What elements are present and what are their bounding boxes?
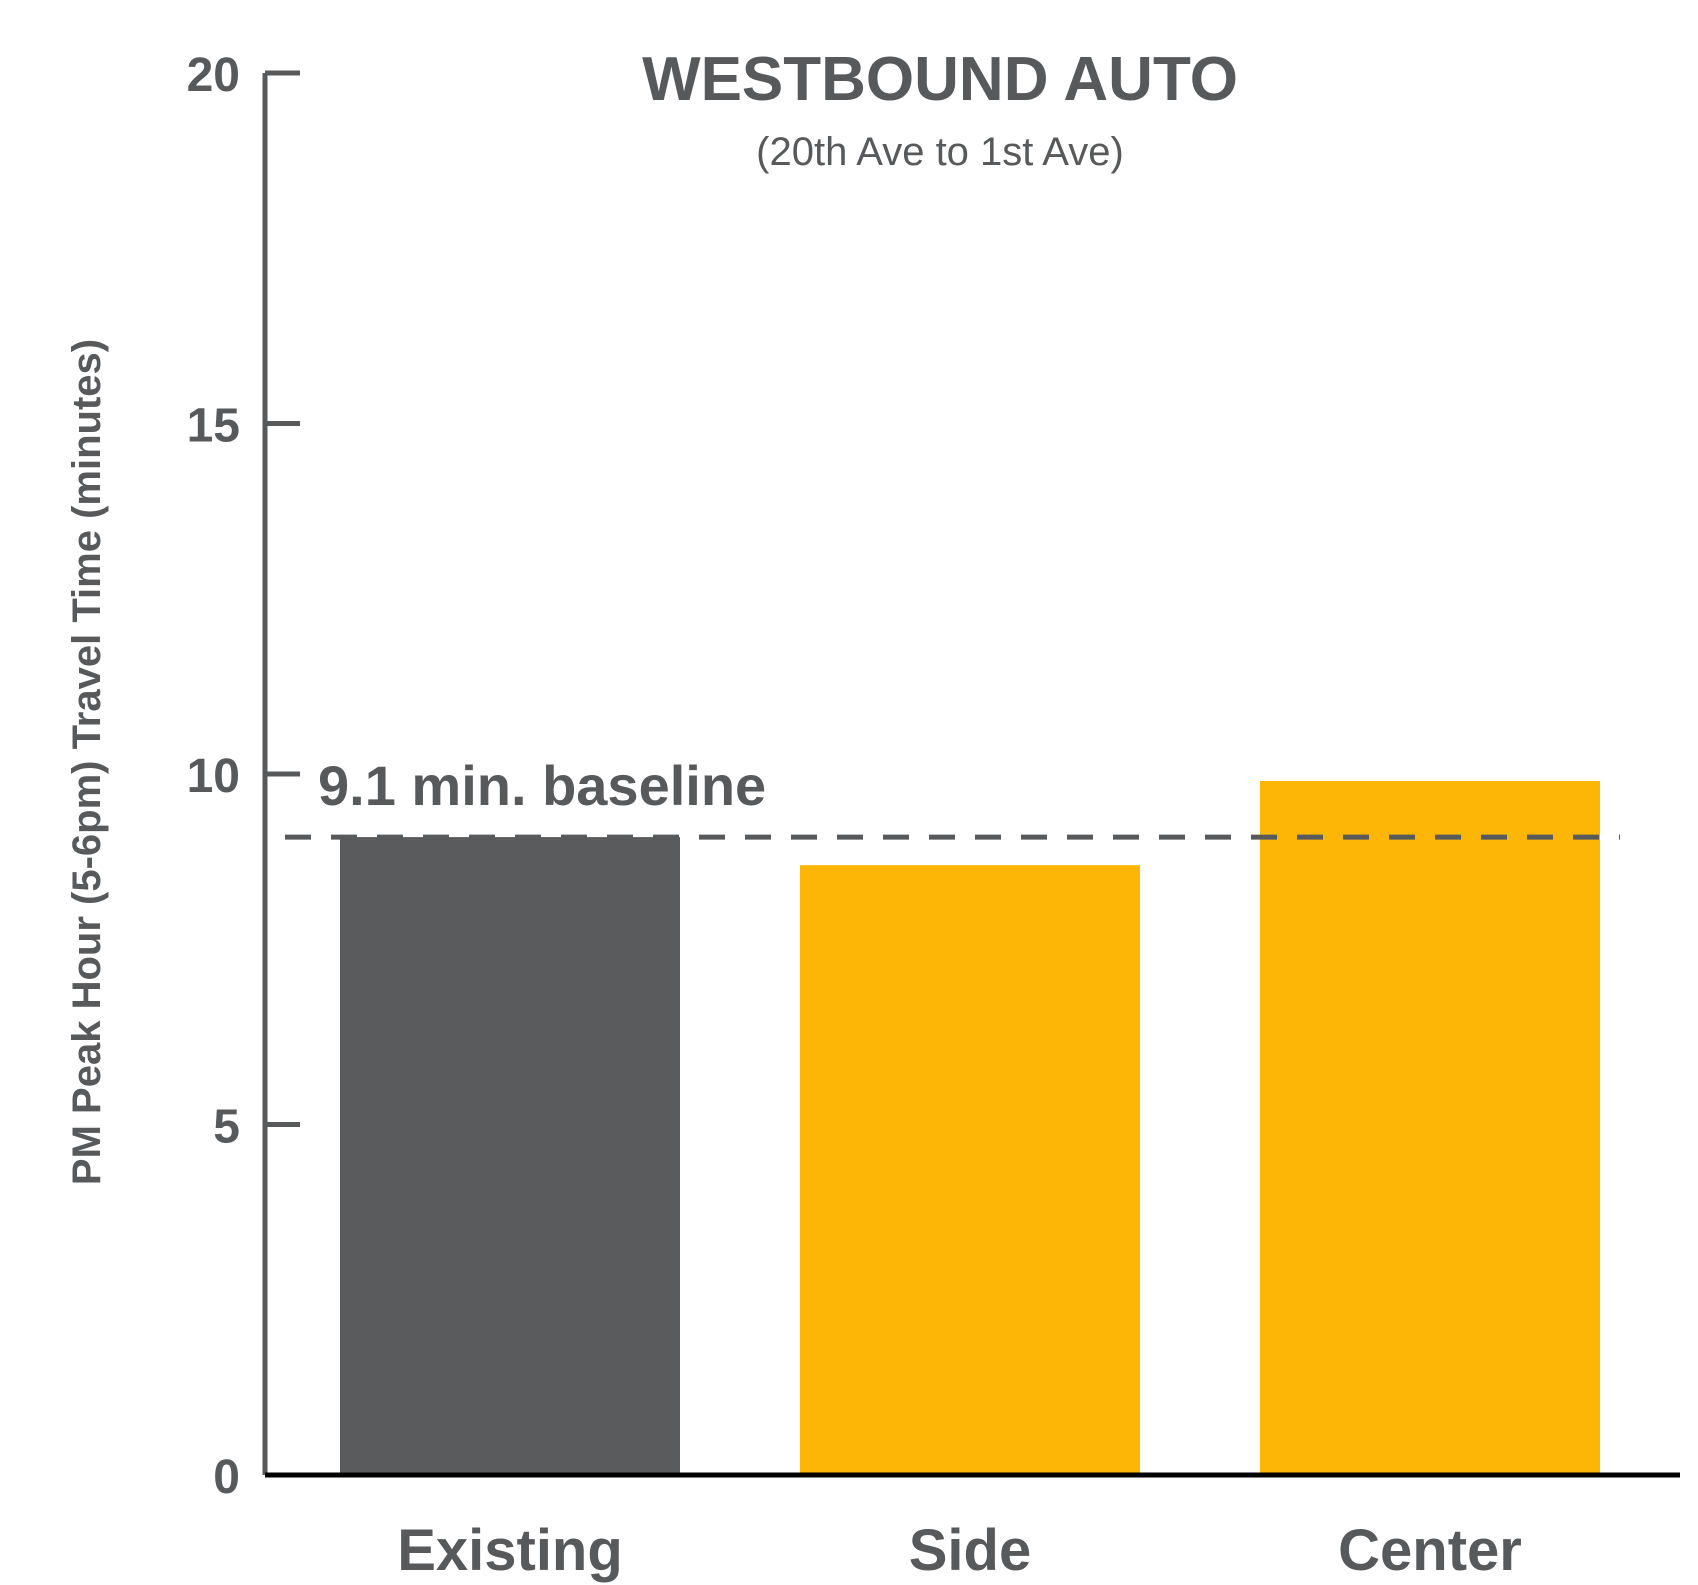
bars-group [340,781,1600,1475]
bar-side [800,865,1140,1475]
x-category-label: Existing [397,1518,623,1583]
y-tick-label: 20 [187,49,240,102]
bar-existing [340,837,680,1475]
x-category-label: Center [1338,1518,1522,1583]
chart-title: WESTBOUND AUTO [642,45,1238,114]
category-labels: Existing Side Center [397,1518,1522,1583]
y-tick-label: 0 [213,1451,240,1504]
y-tick-label: 10 [187,750,240,803]
chart-subtitle: (20th Ave to 1st Ave) [756,130,1124,174]
y-axis-ticks: 0 5 10 15 20 [187,49,300,1504]
baseline-label: 9.1 min. baseline [318,754,766,817]
y-tick-label: 5 [213,1101,240,1154]
y-tick-label: 15 [187,400,240,453]
x-category-label: Side [909,1518,1032,1583]
y-axis-title: PM Peak Hour (5-6pm) Travel Time (minute… [65,339,109,1185]
bar-center [1260,781,1600,1475]
